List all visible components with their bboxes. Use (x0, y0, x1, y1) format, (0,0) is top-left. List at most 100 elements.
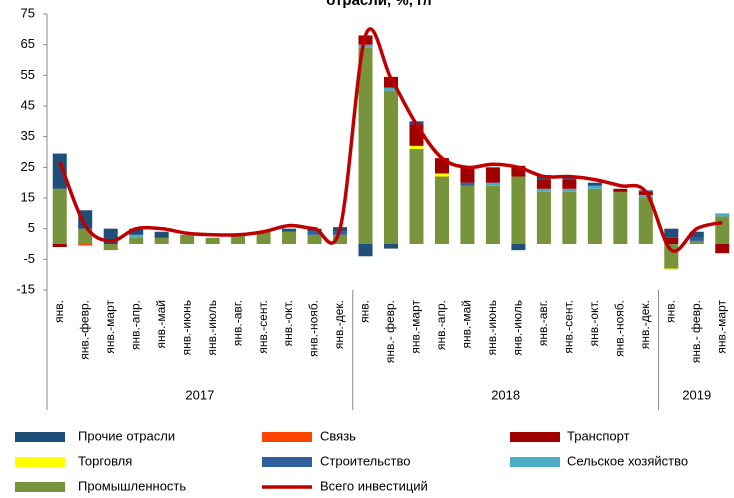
bar-segment (689, 231, 704, 238)
bar-segment (460, 167, 475, 183)
bar-segment (638, 198, 653, 244)
bar-segment (664, 268, 679, 271)
bar-segment (282, 228, 297, 232)
x-tick-label: янв.-дек. (332, 300, 346, 349)
group-label: 2018 (491, 387, 520, 402)
bar-segment (129, 228, 144, 235)
legend-label: Сельское хозяйство (567, 453, 688, 468)
bar-segment (52, 153, 67, 189)
bar-segment (205, 237, 220, 244)
legend-swatch (15, 432, 65, 442)
legend-swatch (262, 457, 312, 467)
bar-segment (180, 234, 195, 244)
bar-segment (383, 87, 399, 91)
y-tick-label: 55 (21, 67, 35, 82)
bar-segment (52, 188, 67, 244)
legend-label: Всего инвестиций (320, 478, 428, 493)
bar-segment (562, 188, 577, 192)
bar-segment (715, 244, 730, 254)
legend-label: Строительство (320, 453, 410, 468)
x-tick-label: янв.-июнь (179, 300, 193, 355)
legend-label: Прочие отрасли (78, 428, 175, 443)
bar-segment (689, 240, 704, 244)
bar-segment (154, 237, 169, 244)
x-tick-label: янв.-окт. (281, 300, 295, 346)
y-tick-label: -15 (16, 281, 35, 296)
bar-segment (460, 185, 475, 244)
bar-segment (485, 182, 500, 186)
bar-segment (715, 216, 730, 244)
bar-segment (383, 90, 399, 245)
bar-segment (485, 167, 500, 183)
legend-label: Промышленность (78, 478, 186, 493)
bar-segment (358, 47, 373, 244)
x-tick-label: янв.-март (714, 300, 728, 354)
bar-segment (638, 194, 653, 198)
x-tick-label: янв.-авг. (230, 300, 244, 346)
bar-segment (587, 188, 602, 244)
bar-segment (613, 188, 628, 192)
y-tick-label: 45 (21, 97, 35, 112)
x-tick-label: янв. (358, 300, 372, 323)
bar-segment (511, 165, 526, 177)
legend-label: Транспорт (567, 428, 630, 443)
x-tick-label: янв.-авг. (536, 300, 550, 346)
x-tick-label: янв.-май (154, 300, 168, 348)
x-tick-label: янв.-июль (205, 300, 219, 356)
bar-segment (383, 76, 399, 88)
bar-segment (664, 237, 679, 244)
bar-segment (434, 176, 449, 244)
y-tick-label: 15 (21, 189, 35, 204)
x-tick-label: янв.-март (103, 300, 117, 354)
bar-segment (536, 188, 551, 192)
x-tick-label: янв.-дек. (638, 300, 652, 349)
x-tick-label: янв.- февр. (689, 300, 703, 363)
y-tick-label: 75 (21, 5, 35, 20)
bar-segment (536, 179, 551, 189)
y-tick-label: 25 (21, 159, 35, 174)
bar-segment (511, 176, 526, 244)
bar-segment (231, 234, 246, 244)
x-tick-label: янв. (663, 300, 677, 323)
bar-segment (460, 182, 475, 186)
x-tick-label: янв.-июль (511, 300, 525, 356)
bar-segment (154, 231, 169, 238)
legend-swatch (510, 457, 560, 467)
bar-segment (282, 231, 297, 244)
bar-segment (689, 237, 704, 241)
x-tick-label: янв.-нояб. (307, 300, 321, 357)
x-tick-label: янв.-май (460, 300, 474, 348)
bar-segment (434, 173, 449, 177)
x-tick-label: янв.-сент. (562, 300, 576, 354)
bar-segment (511, 244, 526, 251)
bar-segment (485, 185, 500, 244)
bar-segment (562, 191, 577, 244)
bar-segment (333, 234, 348, 244)
y-tick-label: 35 (21, 128, 35, 143)
legend-label: Связь (320, 428, 356, 443)
bar-segment (587, 185, 602, 189)
bar-segment (383, 244, 399, 249)
bar-segment (715, 213, 730, 217)
y-tick-label: -5 (23, 251, 35, 266)
legend-swatch (510, 432, 560, 442)
bar-segment (256, 231, 271, 244)
bar-segment (129, 237, 144, 244)
chart-title: отрасли, %, г/г (326, 0, 433, 9)
y-tick-label: 65 (21, 36, 35, 51)
x-tick-label: янв.-март (409, 300, 423, 354)
x-tick-label: янв.-сент. (256, 300, 270, 354)
bar-segment (664, 228, 679, 238)
x-tick-label: янв.- февр. (383, 300, 397, 363)
bar-segment (307, 234, 322, 244)
x-tick-label: янв.-нояб. (613, 300, 627, 357)
bar-segment (358, 44, 373, 48)
x-tick-label: янв.-февр. (77, 300, 91, 360)
x-tick-label: янв.-окт. (587, 300, 601, 346)
legend-swatch (15, 457, 65, 467)
bar-segment (78, 244, 93, 246)
legend-swatch (15, 482, 65, 492)
bar-segment (129, 234, 144, 238)
total-line (58, 27, 723, 253)
